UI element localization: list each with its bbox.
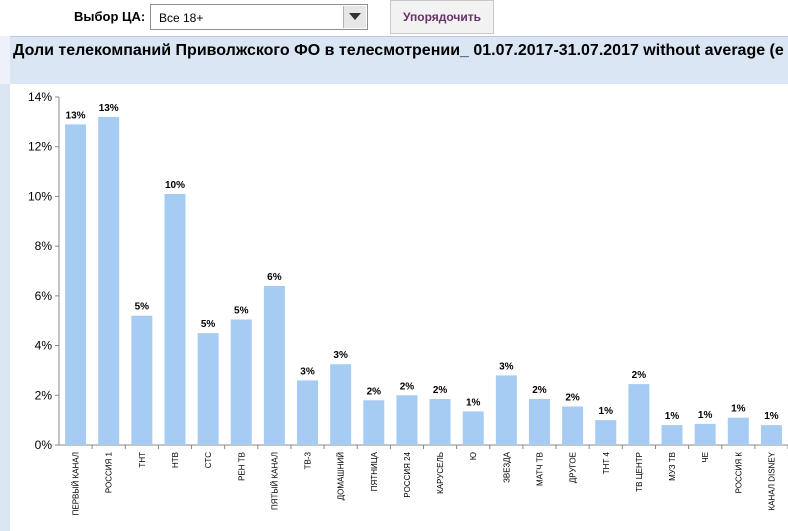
bar [230,319,252,445]
bar [197,333,219,445]
bar [263,285,285,445]
category-label: ТВ-3 [304,451,313,469]
category-label: РОССИЯ 24 [403,451,412,497]
category-label: НТВ [171,452,180,468]
category-label: ДРУГОЕ [569,452,578,483]
bar [462,411,484,445]
data-label: 2% [532,385,547,396]
bar [595,420,617,445]
bar [164,193,186,445]
data-label: 2% [400,381,415,392]
bar [330,364,352,445]
category-label: ПЯТНИЦА [370,451,379,491]
bar [727,417,749,445]
category-label: РЕН ТВ [237,452,246,481]
bar [562,406,584,445]
category-label: МАТЧ ТВ [535,452,544,486]
chart-title-bar: Доли телекомпаний Приволжского ФО в теле… [10,36,788,84]
data-label: 5% [234,305,249,316]
sort-button[interactable]: Упорядочить [390,0,494,34]
bar [760,425,782,445]
category-label: КАРУСЕЛЬ [436,452,445,494]
sheet-edge [0,84,10,531]
toolbar: Выбор ЦА: Все 18+ Упорядочить [0,0,788,36]
bar [297,380,319,445]
category-label: ТВ ЦЕНТР [635,452,644,492]
data-label: 2% [632,370,647,381]
data-label: 3% [300,366,315,377]
data-label: 3% [333,350,348,361]
y-axis-ticks: 0% 2% 4% 6% 8% 10% 12% 14% [28,90,59,452]
bar [65,124,87,445]
audience-select[interactable]: Все 18+ [150,4,368,30]
y-tick-label: 0% [35,438,53,452]
data-label: 13% [99,103,119,114]
data-label: 2% [433,385,448,396]
bar-series [65,116,788,449]
chart-title: Доли телекомпаний Приволжского ФО в теле… [13,42,784,59]
bar [628,384,650,445]
data-label: 5% [135,302,150,313]
y-tick-label: 8% [35,239,53,253]
category-label: ТНТ [138,452,147,468]
data-label: 2% [565,392,580,403]
data-label: 5% [201,319,216,330]
category-label: РОССИЯ К [734,452,743,494]
data-label: 3% [499,361,514,372]
bar [131,315,153,445]
data-label: 13% [66,110,86,121]
category-label: ПЕРВЫЙ КАНАЛ [72,452,81,515]
category-label: ДОМАШНИЙ [337,452,346,501]
bar [98,116,120,445]
bar [495,375,517,445]
y-tick-label: 14% [28,90,52,104]
category-label: РОССИЯ 1 [105,451,114,493]
data-label: 1% [731,404,746,415]
category-label: КАНАЛ DISNEY [767,451,776,510]
y-tick-label: 6% [35,289,53,303]
audience-select-value: Все 18+ [159,11,204,25]
y-tick-label: 4% [35,339,53,353]
data-label: 1% [764,411,779,422]
bar [528,399,550,445]
bar [661,425,683,445]
bar [429,399,451,445]
category-label: ТНТ 4 [602,451,611,474]
category-label: СТС [204,452,213,468]
data-label: 2% [367,386,382,397]
y-tick-label: 2% [35,388,53,402]
data-label: 6% [267,272,282,283]
y-tick-label: 12% [28,140,52,154]
category-label: ЗВЕЗДА [502,451,511,483]
data-label: 1% [698,410,713,421]
category-label: ПЯТЫЙ КАНАЛ [270,452,279,510]
data-labels: 13% 13% 5% 10% 5% 5% 6% 3% 3% 2% 2% 2% 1% 3% 2% 2% 1% 2% 1… [66,103,779,422]
sheet-edge [0,36,10,84]
y-tick-label: 10% [28,189,52,203]
bar [396,395,418,445]
category-labels: ПЕРВЫЙ КАНАЛ РОССИЯ 1 ТНТ НТВ СТС РЕН ТВ ПЯТЫЙ… [72,451,777,515]
data-label: 1% [599,406,614,417]
category-label: ЧЕ [701,452,710,463]
category-label: МУЗ ТВ [668,452,677,481]
data-label: 10% [165,180,185,191]
chevron-down-icon[interactable] [343,6,366,28]
bar-chart: 0% 2% 4% 6% 8% 10% 12% 14% 13% 13% 5% 10% 5% 5% 6% 3% 3… [28,90,788,515]
category-label: Ю [469,452,478,460]
audience-label: Выбор ЦА: [74,9,146,24]
bar [363,400,385,445]
data-label: 1% [665,411,680,422]
bar [694,423,716,445]
data-label: 1% [466,397,481,408]
